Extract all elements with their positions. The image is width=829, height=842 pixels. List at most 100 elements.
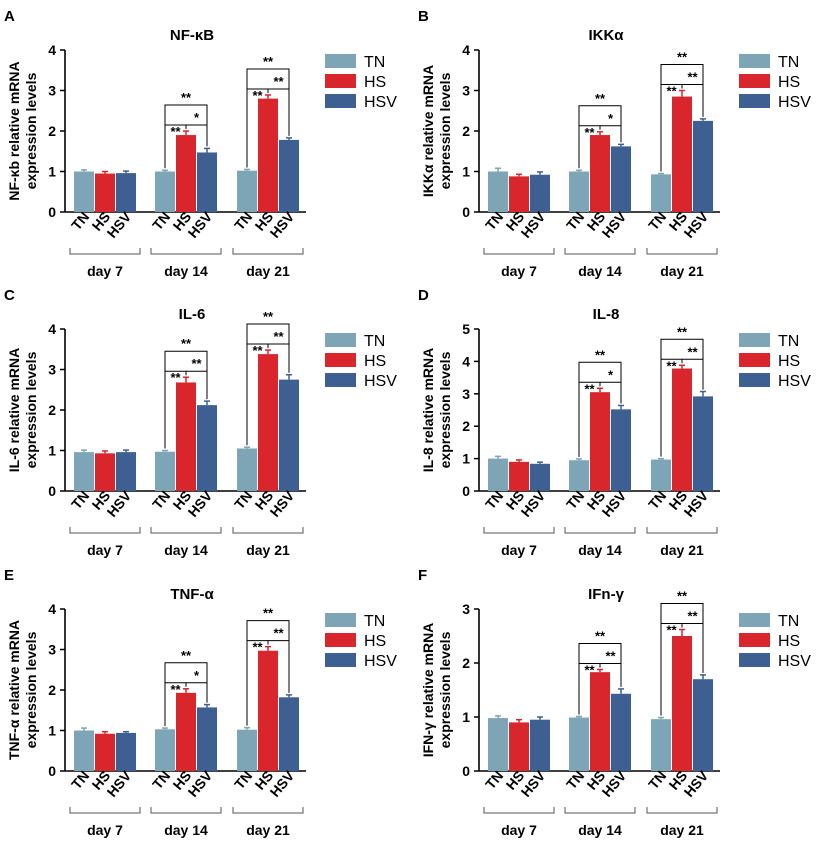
y-tick-label: 2 <box>48 123 56 139</box>
sig-bracket-tn-hs <box>660 84 683 172</box>
chart-panel-f: F IFn-γ IFN-γ relative mRNAexpression leve… <box>418 567 811 838</box>
sig-mark-hs-hsv: ** <box>687 70 698 85</box>
legend-label-hsv: HSV <box>778 373 811 390</box>
bar-hs <box>590 135 610 212</box>
legend-label-hsv: HSV <box>778 653 811 670</box>
y-axis-label: IKKα relative mRNAexpression levels <box>420 65 453 197</box>
y-axis-label-line: IL-6 relative mRNA <box>6 348 22 472</box>
sig-mark-tn-hsv: ** <box>677 589 688 604</box>
legend-swatch-hsv <box>739 653 770 667</box>
legend-swatch-tn <box>325 613 356 627</box>
legend-label-hsv: HSV <box>364 653 397 670</box>
y-axis-label: IL-6 relative mRNAexpression levels <box>6 348 39 472</box>
day-bracket <box>483 248 555 255</box>
y-axis-label-line: IKKα relative mRNA <box>420 65 436 197</box>
bar-tn <box>237 170 257 212</box>
legend-label-hs: HS <box>778 74 800 91</box>
y-tick-label: 1 <box>48 443 56 459</box>
day-bracket <box>232 248 304 255</box>
day-label: day 14 <box>164 263 208 279</box>
y-tick-label: 3 <box>48 642 56 658</box>
chart-panel-a: A NF-κB NF-κb relative mRNAexpression leve… <box>4 8 397 279</box>
bar-hsv <box>530 174 550 212</box>
sig-bracket-tn-hsv <box>660 603 704 624</box>
day-bracket <box>150 527 222 534</box>
bar-hs <box>509 722 529 771</box>
sig-mark-tn-hs: ** <box>170 124 181 139</box>
y-axis-label-line: expression levels <box>23 631 39 748</box>
sig-bracket-tn-hs <box>578 381 601 457</box>
sig-mark-hs-hsv: * <box>194 110 200 125</box>
sig-mark-hs-hsv: ** <box>605 648 616 663</box>
sig-mark-hs-hsv: ** <box>273 626 284 641</box>
sig-bracket-tn-hs <box>578 125 601 169</box>
sig-mark-tn-hs: ** <box>666 84 677 99</box>
sig-bracket-tn-hsv <box>578 642 622 664</box>
legend-label-hs: HS <box>364 353 386 370</box>
y-tick-label: 1 <box>48 164 56 180</box>
bar-tn <box>651 459 671 491</box>
y-axis-label-line: expression levels <box>23 351 39 468</box>
sig-bracket-tn-hs <box>578 662 601 715</box>
bar-tn <box>237 729 257 771</box>
bar-hs <box>95 733 115 771</box>
bar-hsv <box>116 173 136 212</box>
bar-hs <box>176 692 196 771</box>
day-bracket <box>150 807 222 814</box>
legend-label-hsv: HSV <box>364 94 397 111</box>
legend-swatch-tn <box>739 613 770 627</box>
y-tick-label: 1 <box>462 164 470 180</box>
y-axis-label: IFN-γ relative mRNAexpression levels <box>420 623 453 758</box>
day-label: day 7 <box>87 263 123 279</box>
day-label: day 21 <box>660 822 704 838</box>
y-axis-label-line: IL-8 relative mRNA <box>420 348 436 472</box>
legend-label-hs: HS <box>364 74 386 91</box>
x-tick-label: HSV <box>267 208 298 241</box>
bar-hs <box>672 636 692 771</box>
x-tick-label: HSV <box>681 487 712 520</box>
sig-bracket-hs-hsv <box>186 370 208 400</box>
bar-tn <box>569 717 589 771</box>
day-bracket <box>150 248 222 255</box>
y-axis-label-line: TNF-α relative mRNA <box>6 620 22 760</box>
day-label: day 7 <box>87 542 123 558</box>
chart-panel-e: E TNF-α TNF-α relative mRNAexpression leve… <box>4 567 397 838</box>
x-tick-label: HSV <box>518 767 549 800</box>
sig-mark-tn-hsv: ** <box>263 309 274 324</box>
bar-tn <box>155 171 175 212</box>
bar-hs <box>509 176 529 212</box>
bar-hs <box>590 672 610 771</box>
bar-tn <box>569 460 589 491</box>
day-bracket <box>69 527 141 534</box>
y-tick-label: 0 <box>48 204 56 220</box>
y-tick-label: 2 <box>462 418 470 434</box>
sig-mark-tn-hs: ** <box>252 640 263 655</box>
sig-bracket-tn-hsv <box>164 104 208 125</box>
legend-swatch-tn <box>325 333 356 347</box>
y-axis-label: TNF-α relative mRNAexpression levels <box>6 620 39 760</box>
bar-tn <box>651 719 671 771</box>
day-label: day 14 <box>164 822 208 838</box>
y-tick-label: 5 <box>462 321 470 337</box>
day-label: day 7 <box>501 822 537 838</box>
chart-title: TNF-α <box>170 586 214 603</box>
chart-title: NF-κB <box>170 27 214 44</box>
legend-swatch-hs <box>325 633 356 647</box>
sig-bracket-tn-hs <box>246 88 269 168</box>
sig-mark-tn-hsv: ** <box>263 54 274 69</box>
day-bracket <box>564 248 636 255</box>
sig-mark-tn-hs: ** <box>252 88 263 103</box>
sig-bracket-tn-hs <box>164 124 187 169</box>
sig-bracket-hs-hsv <box>682 623 704 673</box>
day-bracket <box>646 807 718 814</box>
sig-mark-tn-hsv: ** <box>181 90 192 105</box>
panel-letter: E <box>4 567 14 584</box>
sig-bracket-tn-hsv <box>246 68 290 89</box>
y-tick-label: 1 <box>48 723 56 739</box>
bar-hs <box>672 368 692 491</box>
bar-hs <box>258 650 278 771</box>
y-tick-label: 0 <box>462 483 470 499</box>
sig-mark-hs-hsv: ** <box>273 74 284 89</box>
y-tick-label: 3 <box>48 362 56 378</box>
day-bracket <box>69 248 141 255</box>
